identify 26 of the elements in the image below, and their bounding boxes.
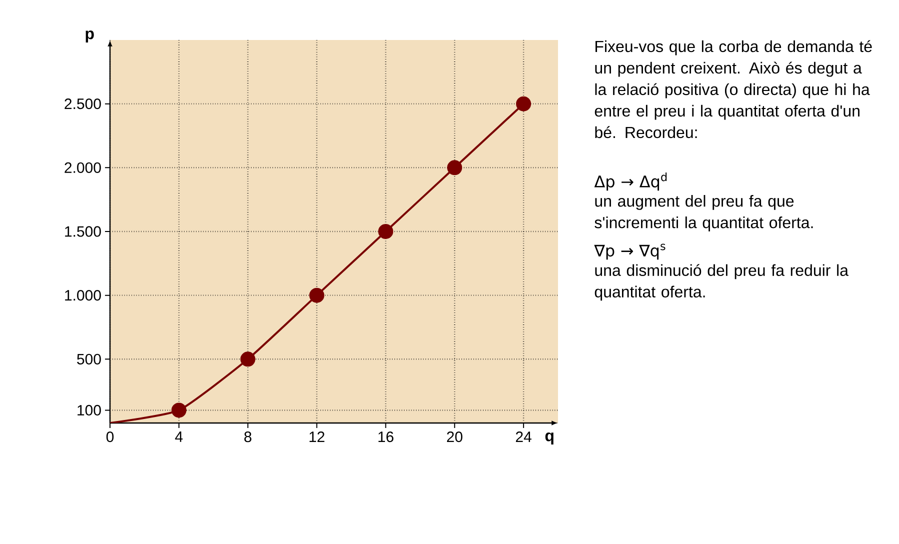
x-tick-label: 16 [378, 432, 394, 442]
point [309, 288, 324, 303]
x-tick-label: 8 [244, 432, 252, 442]
point [378, 224, 394, 239]
text: una disminució del preu fa reduir la quantitat oferta. [594, 264, 848, 301]
text: Δp → Δq$^{d}$ [594, 172, 667, 191]
x-tick-label: 24 [516, 432, 532, 442]
point [516, 96, 532, 112]
point [447, 160, 462, 176]
text: ∇p → ∇q$^{s}$ [594, 244, 666, 260]
text: un augment del preu fa que s'incrementi la quantitat oferta. [594, 195, 813, 232]
text: Fixeu-vos que la corba de demanda té un pendent creixent. Això és degut a la relació positiva (o directa) que hi ha entre el preu i la quantitat oferta d'un bé. Recordeu: [594, 40, 872, 138]
y-tick-label: 1.000 [65, 290, 101, 301]
y-axis-title: p [86, 30, 94, 42]
x-axis-title: q [545, 432, 554, 444]
x-tick-label: 20 [447, 432, 462, 442]
y-tick-label: 1.500 [65, 226, 101, 237]
y-tick-label: 2.000 [64, 162, 101, 173]
point [171, 402, 186, 418]
y-tick-label: 100 [78, 404, 101, 416]
x-tick-label: 12 [310, 432, 324, 442]
x-tick-label: 0 [106, 432, 114, 442]
y-tick-label: 2.500 [64, 98, 101, 110]
point [240, 352, 256, 367]
y-tick-label: 500 [77, 354, 101, 364]
x-tick-label: 4 [175, 432, 183, 442]
